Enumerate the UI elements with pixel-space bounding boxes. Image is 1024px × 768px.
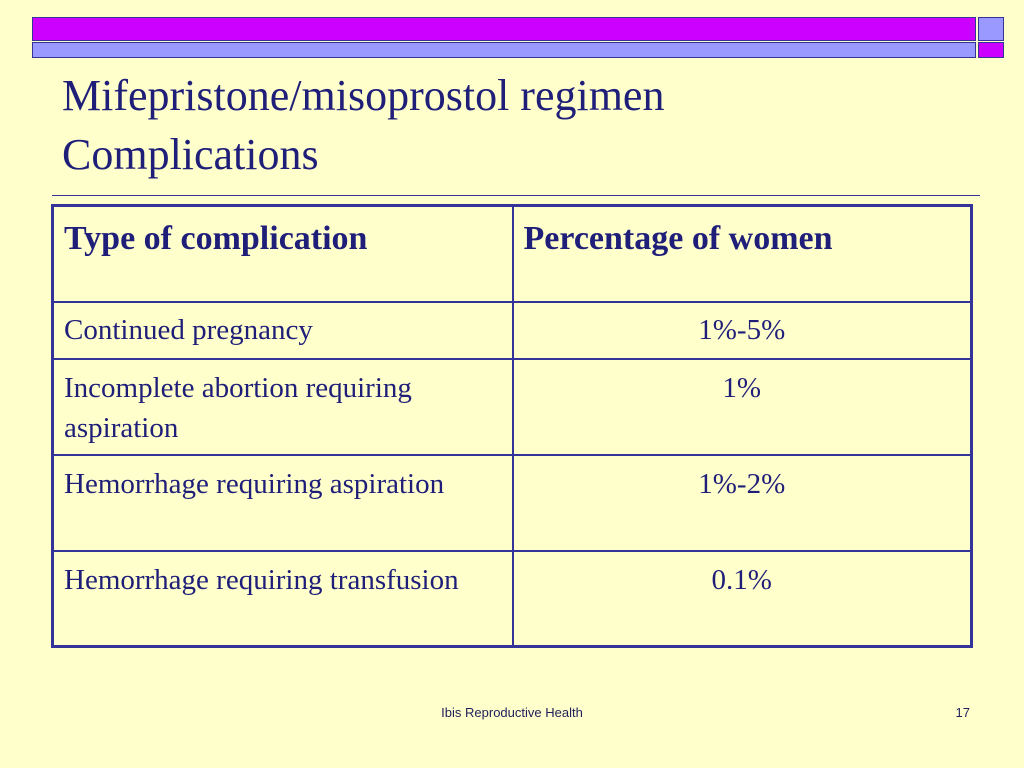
table-row: Hemorrhage requiring transfusion 0.1% — [51, 549, 973, 648]
complications-table: Type of complication Percentage of women… — [51, 204, 973, 648]
slide-title-line-2: Complications — [62, 130, 319, 179]
footer-organization: Ibis Reproductive Health — [441, 705, 583, 720]
table-header-row: Type of complication Percentage of women — [51, 204, 973, 303]
percentage-cell: 1%-5% — [511, 300, 973, 360]
percentage-cell: 0.1% — [511, 549, 973, 648]
table-row: Hemorrhage requiring aspiration 1%-2% — [51, 453, 973, 552]
header-square-lavender — [978, 17, 1004, 41]
title-divider — [52, 195, 980, 196]
complication-cell: Hemorrhage requiring transfusion — [51, 549, 514, 648]
percentage-cell: 1% — [511, 357, 973, 456]
page-number: 17 — [955, 705, 970, 720]
header-type-of-complication: Type of complication — [51, 204, 514, 303]
header-bar-lavender — [32, 42, 976, 58]
slide-title-line-1: Mifepristone/misoprostol regimen — [62, 71, 665, 120]
table-row: Incomplete abortion requiring aspiration… — [51, 357, 973, 456]
percentage-cell: 1%-2% — [511, 453, 973, 552]
header-percentage-of-women: Percentage of women — [511, 204, 973, 303]
table-row: Continued pregnancy 1%-5% — [51, 300, 973, 360]
slide-title: Mifepristone/misoprostol regimen Complic… — [62, 66, 962, 184]
complication-cell: Continued pregnancy — [51, 300, 514, 360]
header-square-magenta — [978, 42, 1004, 58]
complication-cell: Incomplete abortion requiring aspiration — [51, 357, 514, 456]
header-bar-magenta — [32, 17, 976, 41]
complication-cell: Hemorrhage requiring aspiration — [51, 453, 514, 552]
